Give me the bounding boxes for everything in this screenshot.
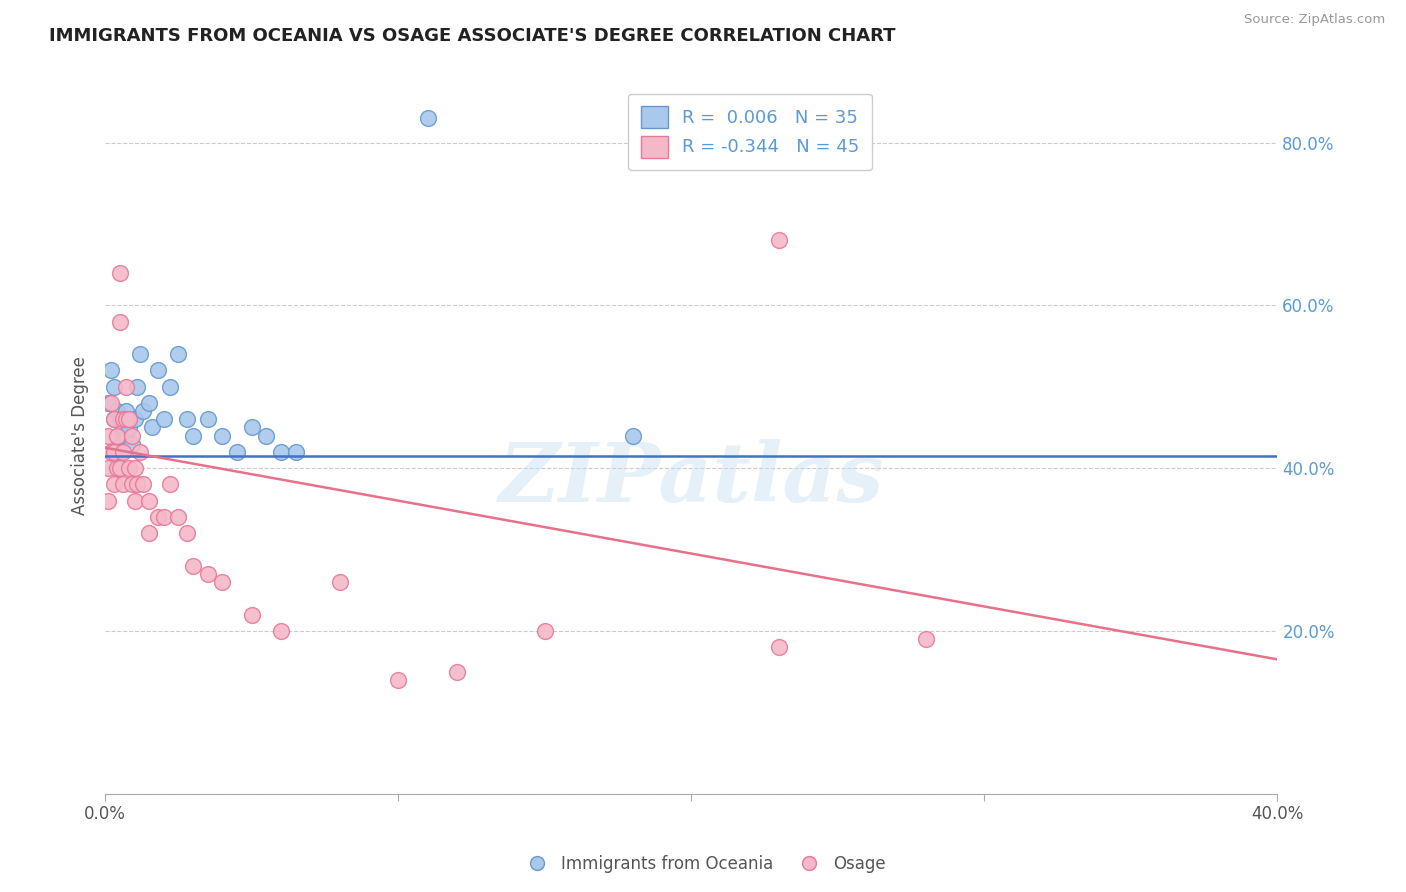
Point	[108, 412, 131, 426]
Point	[114, 404, 136, 418]
Point	[138, 493, 160, 508]
Point	[114, 428, 136, 442]
Point	[97, 396, 120, 410]
Point	[159, 380, 181, 394]
Point	[97, 461, 120, 475]
Point	[108, 445, 131, 459]
Point	[176, 526, 198, 541]
Point	[387, 673, 409, 687]
Point	[254, 428, 277, 442]
Text: ZIPatlas: ZIPatlas	[499, 439, 884, 518]
Point	[211, 575, 233, 590]
Point	[100, 363, 122, 377]
Point	[211, 428, 233, 442]
Point	[103, 412, 125, 426]
Point	[146, 510, 169, 524]
Point	[118, 412, 141, 426]
Point	[240, 607, 263, 622]
Point	[446, 665, 468, 679]
Legend: Immigrants from Oceania, Osage: Immigrants from Oceania, Osage	[515, 848, 891, 880]
Point	[167, 347, 190, 361]
Point	[114, 380, 136, 394]
Point	[167, 510, 190, 524]
Point	[768, 640, 790, 655]
Point	[118, 461, 141, 475]
Point	[132, 477, 155, 491]
Point	[105, 404, 128, 418]
Legend: R =  0.006   N = 35, R = -0.344   N = 45: R = 0.006 N = 35, R = -0.344 N = 45	[628, 94, 872, 170]
Point	[103, 412, 125, 426]
Point	[105, 428, 128, 442]
Point	[181, 558, 204, 573]
Point	[176, 412, 198, 426]
Point	[97, 493, 120, 508]
Point	[153, 510, 176, 524]
Text: IMMIGRANTS FROM OCEANIA VS OSAGE ASSOCIATE'S DEGREE CORRELATION CHART: IMMIGRANTS FROM OCEANIA VS OSAGE ASSOCIA…	[49, 27, 896, 45]
Point	[159, 477, 181, 491]
Point	[103, 380, 125, 394]
Point	[108, 461, 131, 475]
Point	[103, 445, 125, 459]
Point	[270, 624, 292, 638]
Text: Source: ZipAtlas.com: Source: ZipAtlas.com	[1244, 13, 1385, 27]
Point	[124, 461, 146, 475]
Point	[270, 445, 292, 459]
Point	[768, 233, 790, 247]
Point	[138, 526, 160, 541]
Point	[108, 266, 131, 280]
Point	[121, 436, 143, 450]
Point	[197, 566, 219, 581]
Point	[121, 428, 143, 442]
Point	[124, 412, 146, 426]
Point	[100, 445, 122, 459]
Point	[416, 111, 439, 125]
Point	[329, 575, 352, 590]
Point	[146, 363, 169, 377]
Point	[103, 477, 125, 491]
Point	[114, 412, 136, 426]
Point	[105, 428, 128, 442]
Point	[533, 624, 555, 638]
Point	[108, 315, 131, 329]
Point	[111, 445, 134, 459]
Point	[138, 396, 160, 410]
Point	[226, 445, 249, 459]
Point	[914, 632, 936, 646]
Point	[111, 412, 134, 426]
Point	[121, 477, 143, 491]
Point	[118, 420, 141, 434]
Point	[111, 477, 134, 491]
Point	[621, 428, 644, 442]
Point	[100, 396, 122, 410]
Point	[141, 420, 163, 434]
Point	[127, 477, 149, 491]
Point	[181, 428, 204, 442]
Point	[105, 461, 128, 475]
Point	[129, 347, 152, 361]
Point	[284, 445, 307, 459]
Point	[127, 380, 149, 394]
Point	[197, 412, 219, 426]
Point	[129, 445, 152, 459]
Y-axis label: Associate's Degree: Associate's Degree	[72, 356, 89, 515]
Point	[124, 493, 146, 508]
Point	[132, 404, 155, 418]
Point	[97, 428, 120, 442]
Point	[240, 420, 263, 434]
Point	[153, 412, 176, 426]
Point	[111, 420, 134, 434]
